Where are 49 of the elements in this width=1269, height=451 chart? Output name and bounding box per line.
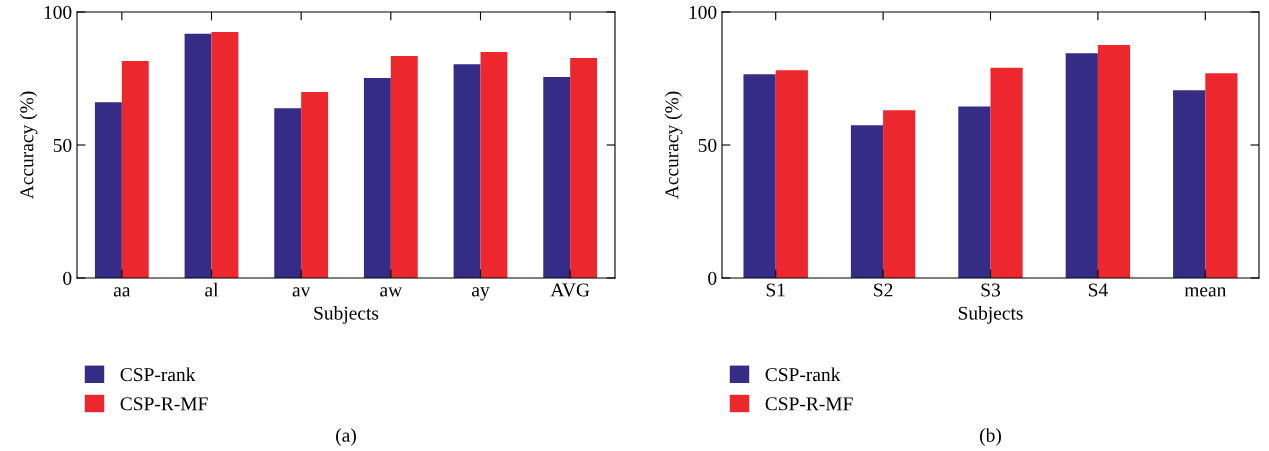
y-tick-label: 50: [698, 138, 717, 152]
y-tick-label: 0: [708, 271, 717, 285]
x-axis-title: Subjects: [958, 306, 1023, 324]
bar: [390, 55, 418, 278]
bar: [1065, 53, 1098, 278]
y-axis-title: Accuracy (%): [19, 91, 38, 200]
bar: [570, 58, 598, 278]
legend-label: CSP-rank: [120, 367, 196, 382]
bar: [1173, 90, 1206, 278]
bar: [453, 64, 481, 278]
x-axis-title: Subjects: [314, 306, 379, 324]
y-tick-label: 100: [689, 5, 717, 19]
x-tick-label: S4: [1088, 283, 1108, 297]
x-tick-label: av: [292, 287, 311, 297]
x-tick-label: aa: [113, 287, 131, 297]
bar: [363, 77, 391, 278]
bar: [850, 125, 884, 278]
bar: [1205, 73, 1238, 278]
y-tick-label: 0: [63, 271, 72, 285]
x-tick-label: aw: [380, 287, 403, 297]
text: (a): [336, 428, 356, 446]
y-axis-title: Accuracy (%): [664, 91, 683, 200]
bar: [184, 33, 212, 278]
text: (b): [980, 428, 1001, 446]
x-tick-label: S2: [874, 283, 893, 297]
bar: [543, 76, 571, 278]
bar: [775, 70, 808, 278]
bar: [94, 102, 122, 278]
bar: [990, 67, 1023, 278]
y-tick-label: 50: [53, 138, 72, 152]
bar: [1097, 44, 1131, 278]
bar: [958, 106, 991, 278]
bar: [211, 31, 239, 278]
bar: [301, 92, 329, 278]
x-tick-label: AVG: [550, 283, 590, 297]
bar: [480, 51, 508, 278]
legend-label: CSP-R-MF: [120, 397, 208, 411]
bar: [743, 74, 776, 278]
x-tick-label: S3: [981, 283, 1001, 297]
legend-label: CSP-R-MF: [765, 397, 853, 411]
bar: [883, 110, 916, 278]
x-tick-label: al: [205, 282, 219, 297]
x-tick-label: S1: [766, 283, 785, 297]
legend-label: CSP-rank: [765, 367, 841, 382]
y-tick-label: 100: [44, 5, 72, 19]
bar: [274, 108, 302, 278]
x-tick-label: mean: [1184, 287, 1227, 297]
x-tick-label: ay: [472, 287, 490, 301]
bar: [121, 60, 149, 278]
